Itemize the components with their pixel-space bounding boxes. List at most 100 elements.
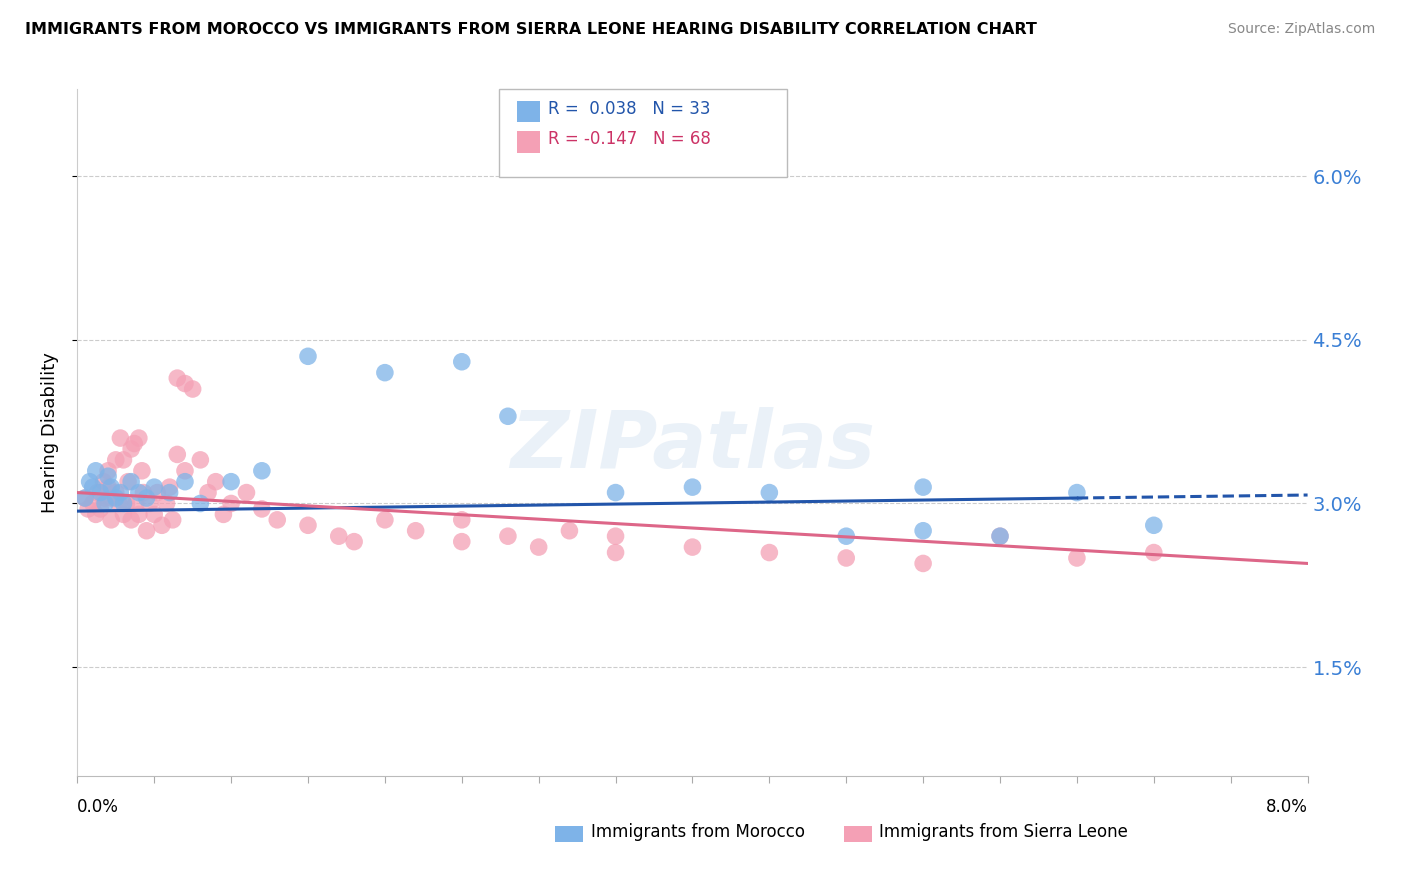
Point (77, 502, 100, 516)
Point (84, 464, 107, 478)
Point (89, 485, 111, 500)
Point (527, 540, 550, 554)
Point (174, 464, 197, 478)
Text: Source: ZipAtlas.com: Source: ZipAtlas.com (1227, 22, 1375, 37)
Text: 0.0%: 0.0% (77, 798, 120, 816)
Point (159, 480, 181, 494)
Point (190, 453, 212, 467)
Point (104, 491, 127, 505)
Point (73, 491, 96, 505)
Point (235, 485, 257, 500)
Point (343, 534, 366, 549)
Point (204, 475, 226, 489)
Point (138, 496, 160, 510)
Point (143, 480, 166, 494)
Point (181, 382, 204, 396)
Point (132, 485, 155, 500)
Point (110, 485, 132, 500)
Point (120, 513, 142, 527)
Point (450, 355, 472, 369)
Text: 8.0%: 8.0% (1265, 798, 1308, 816)
Text: Immigrants from Sierra Leone: Immigrants from Sierra Leone (879, 823, 1128, 841)
Point (128, 485, 150, 500)
Point (1066, 551, 1088, 566)
Point (682, 480, 704, 494)
Point (166, 371, 188, 385)
Point (112, 453, 135, 467)
Point (250, 502, 273, 516)
Point (405, 524, 427, 538)
Point (120, 475, 142, 489)
Point (100, 480, 122, 494)
Point (93, 475, 115, 489)
Point (131, 464, 153, 478)
Point (450, 534, 472, 549)
Point (125, 496, 148, 510)
Point (496, 409, 519, 424)
Point (89, 502, 111, 516)
Point (135, 524, 157, 538)
Point (605, 545, 627, 559)
Point (219, 475, 242, 489)
Point (100, 491, 122, 505)
Point (115, 496, 138, 510)
Point (558, 524, 581, 538)
Point (128, 431, 150, 445)
Point (605, 529, 627, 543)
Point (682, 540, 704, 554)
Point (97, 480, 120, 494)
Point (496, 529, 519, 543)
Point (758, 485, 780, 500)
Text: R = -0.147   N = 68: R = -0.147 N = 68 (548, 130, 711, 148)
Point (143, 508, 166, 522)
Point (108, 496, 131, 510)
Point (1066, 485, 1088, 500)
Point (159, 485, 181, 500)
Point (112, 496, 135, 510)
Point (104, 453, 127, 467)
Point (79, 475, 101, 489)
Point (912, 557, 935, 571)
Point (266, 513, 288, 527)
Point (212, 508, 235, 522)
Point (117, 475, 139, 489)
Point (120, 442, 142, 456)
Point (912, 480, 935, 494)
Point (297, 518, 319, 533)
Point (135, 491, 157, 505)
Point (82, 496, 104, 510)
Point (297, 349, 319, 363)
Point (250, 464, 273, 478)
Point (450, 513, 472, 527)
Point (758, 545, 780, 559)
Point (835, 529, 858, 543)
Point (155, 496, 177, 510)
Point (162, 513, 184, 527)
Point (122, 436, 145, 450)
Text: Immigrants from Morocco: Immigrants from Morocco (591, 823, 804, 841)
Point (128, 508, 150, 522)
Point (190, 496, 212, 510)
Point (94, 496, 117, 510)
Point (988, 529, 1011, 543)
Point (82, 480, 104, 494)
Point (150, 518, 173, 533)
Point (166, 447, 188, 461)
Point (84, 508, 107, 522)
Point (110, 431, 132, 445)
Point (605, 485, 627, 500)
Point (100, 513, 122, 527)
Point (97, 464, 120, 478)
Point (988, 529, 1011, 543)
Point (328, 529, 350, 543)
Point (374, 513, 396, 527)
Point (146, 485, 169, 500)
Text: IMMIGRANTS FROM MOROCCO VS IMMIGRANTS FROM SIERRA LEONE HEARING DISABILITY CORRE: IMMIGRANTS FROM MOROCCO VS IMMIGRANTS FR… (25, 22, 1038, 37)
Point (94, 491, 117, 505)
Text: R =  0.038   N = 33: R = 0.038 N = 33 (548, 100, 711, 118)
Point (73, 491, 96, 505)
Point (219, 496, 242, 510)
Point (835, 551, 858, 566)
Point (374, 366, 396, 380)
Point (174, 376, 197, 391)
